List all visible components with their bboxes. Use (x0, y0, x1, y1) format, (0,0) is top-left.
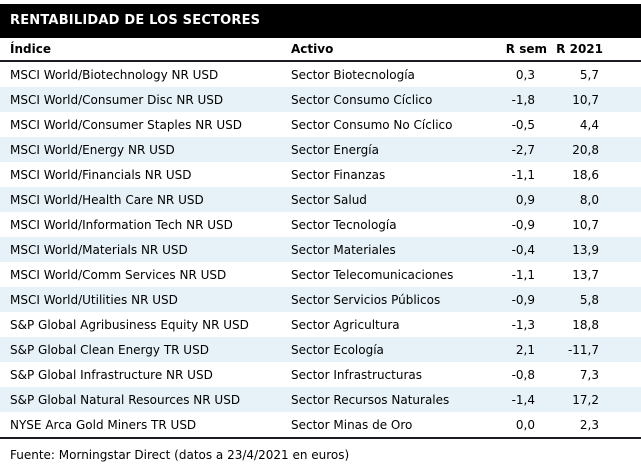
column-header-rsem: R sem (494, 38, 547, 62)
asset-cell: Sector Consumo No Cíclico (291, 117, 453, 132)
index-cell: MSCI World/Utilities NR USD (10, 292, 178, 307)
sector-returns-table: Índice Activo R sem R 2021 MSCI World/Bi… (0, 38, 641, 437)
column-header-r2021: R 2021 (547, 38, 641, 62)
asset-cell: Sector Infrastructuras (291, 367, 422, 382)
asset-cell: Sector Biotecnología (291, 67, 415, 82)
table-body: MSCI World/Biotechnology NR USD Sector Bi… (0, 61, 641, 437)
rsem-cell: 0,9 (515, 192, 535, 207)
r2021-cell: 10,7 (572, 92, 599, 107)
table-row: S&P Global Natural Resources NR USD Secto… (0, 387, 641, 412)
r2021-cell: 13,7 (572, 267, 599, 282)
r2021-cell: -11,7 (567, 342, 599, 357)
index-cell: MSCI World/Materials NR USD (10, 242, 188, 257)
asset-cell: Sector Materiales (291, 242, 396, 257)
table-row: MSCI World/Utilities NR USD Sector Servic… (0, 287, 641, 312)
asset-cell: Sector Servicios Públicos (291, 292, 441, 307)
asset-cell: Sector Consumo Cíclico (291, 92, 433, 107)
r2021-cell: 7,3 (579, 367, 599, 382)
asset-cell: Sector Ecología (291, 342, 384, 357)
table-row: MSCI World/Consumer Disc NR USD Sector Co… (0, 87, 641, 112)
table-header: Índice Activo R sem R 2021 (0, 38, 641, 62)
rsem-cell: -0,9 (511, 292, 535, 307)
rsem-cell: -1,1 (511, 167, 535, 182)
r2021-cell: 13,9 (572, 242, 599, 257)
rsem-cell: -1,8 (511, 92, 535, 107)
rsem-cell: 0,0 (515, 417, 535, 432)
index-cell: MSCI World/Biotechnology NR USD (10, 67, 219, 82)
table-row: MSCI World/Financials NR USD Sector Finan… (0, 162, 641, 187)
index-cell: S&P Global Agribusiness Equity NR USD (10, 317, 249, 332)
table-row: S&P Global Infrastructure NR USD Sector I… (0, 362, 641, 387)
r2021-cell: 20,8 (572, 142, 599, 157)
table-row: MSCI World/Health Care NR USD Sector Salu… (0, 187, 641, 212)
rsem-cell: -0,4 (511, 242, 535, 257)
asset-cell: Sector Tecnología (291, 217, 397, 232)
index-cell: MSCI World/Comm Services NR USD (10, 267, 227, 282)
r2021-cell: 17,2 (572, 392, 599, 407)
index-cell: MSCI World/Health Care NR USD (10, 192, 204, 207)
index-cell: S&P Global Natural Resources NR USD (10, 392, 241, 407)
r2021-cell: 5,8 (579, 292, 599, 307)
column-header-activo: Activo (282, 38, 494, 62)
rsem-cell: -0,9 (511, 217, 535, 232)
asset-cell: Sector Energía (291, 142, 379, 157)
table-row: NYSE Arca Gold Miners TR USD Sector Minas… (0, 412, 641, 437)
rsem-cell: 0,3 (515, 67, 535, 82)
table-row: MSCI World/Biotechnology NR USD Sector Bi… (0, 61, 641, 87)
column-header-indice: Índice (0, 38, 282, 62)
index-cell: S&P Global Clean Energy TR USD (10, 342, 209, 357)
rsem-cell: -0,8 (511, 367, 535, 382)
table-row: MSCI World/Materials NR USD Sector Materi… (0, 237, 641, 262)
r2021-cell: 10,7 (572, 217, 599, 232)
table-row: MSCI World/Comm Services NR USD Sector Te… (0, 262, 641, 287)
source-note: Fuente: Morningstar Direct (datos a 23/4… (10, 448, 350, 462)
rsem-cell: -1,4 (511, 392, 535, 407)
table-row: S&P Global Clean Energy TR USD Sector Eco… (0, 337, 641, 362)
rsem-cell: -2,7 (511, 142, 535, 157)
rsem-cell: -0,5 (511, 117, 535, 132)
index-cell: MSCI World/Financials NR USD (10, 167, 192, 182)
asset-cell: Sector Salud (291, 192, 367, 207)
index-cell: MSCI World/Information Tech NR USD (10, 217, 233, 232)
index-cell: S&P Global Infrastructure NR USD (10, 367, 213, 382)
r2021-cell: 4,4 (579, 117, 599, 132)
r2021-cell: 2,3 (579, 417, 599, 432)
asset-cell: Sector Telecomunicaciones (291, 267, 454, 282)
r2021-cell: 5,7 (579, 67, 599, 82)
rsem-cell: 2,1 (515, 342, 535, 357)
r2021-cell: 18,8 (572, 317, 599, 332)
table-row: S&P Global Agribusiness Equity NR USD Sec… (0, 312, 641, 337)
table-row: MSCI World/Information Tech NR USD Sector… (0, 212, 641, 237)
asset-cell: Sector Minas de Oro (291, 417, 413, 432)
table-row: MSCI World/Energy NR USD Sector Energía -2… (0, 137, 641, 162)
asset-cell: Sector Recursos Naturales (291, 392, 450, 407)
index-cell: MSCI World/Energy NR USD (10, 142, 175, 157)
table-row: MSCI World/Consumer Staples NR USD Sector… (0, 112, 641, 137)
panel-title: RENTABILIDAD DE LOS SECTORES (0, 4, 641, 38)
index-cell: NYSE Arca Gold Miners TR USD (10, 417, 197, 432)
table-bottom-rule (0, 437, 641, 439)
rsem-cell: -1,3 (511, 317, 535, 332)
asset-cell: Sector Agricultura (291, 317, 400, 332)
r2021-cell: 18,6 (572, 167, 599, 182)
header-row: Índice Activo R sem R 2021 (0, 38, 641, 62)
rsem-cell: -1,1 (511, 267, 535, 282)
asset-cell: Sector Finanzas (291, 167, 386, 182)
index-cell: MSCI World/Consumer Disc NR USD (10, 92, 224, 107)
r2021-cell: 8,0 (579, 192, 599, 207)
index-cell: MSCI World/Consumer Staples NR USD (10, 117, 242, 132)
